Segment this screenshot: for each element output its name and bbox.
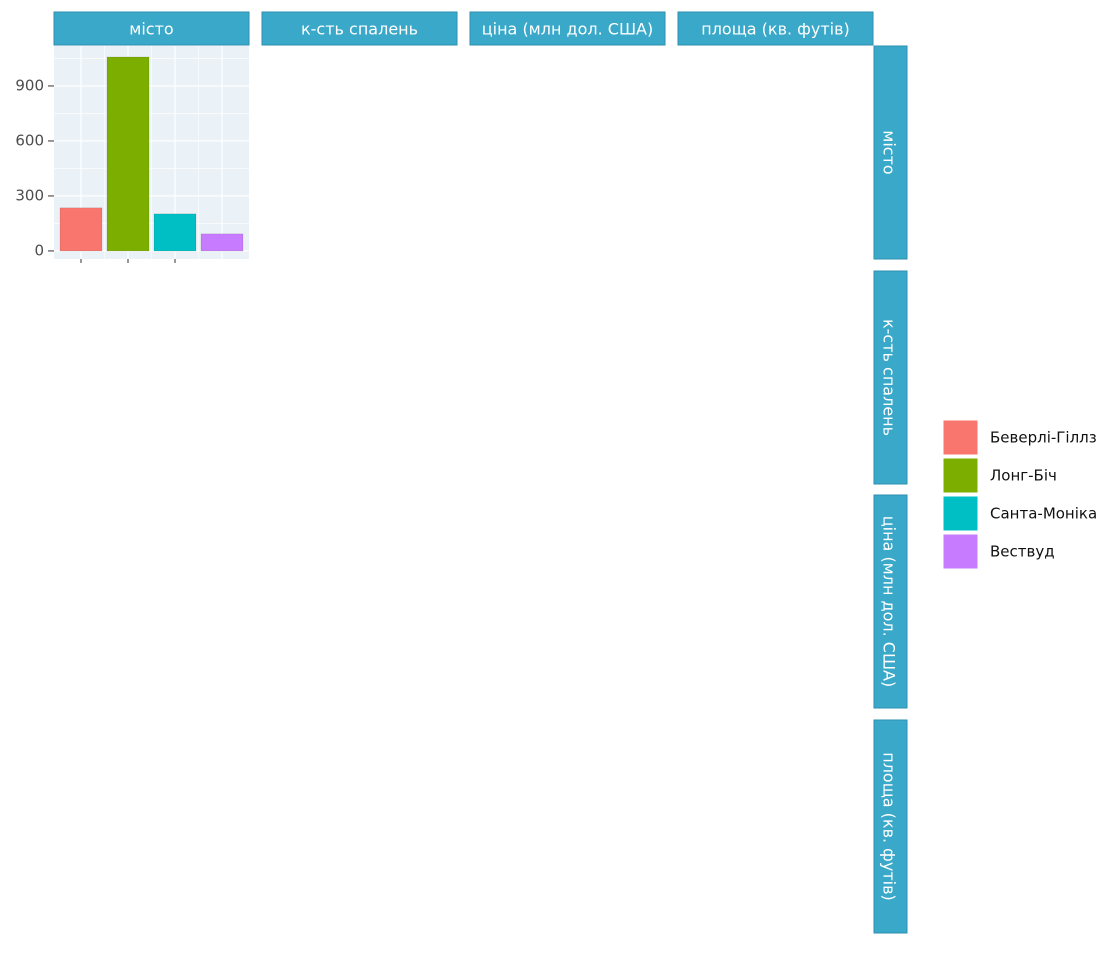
column-strip: [261, 11, 458, 46]
column-strip-label: місто: [129, 20, 173, 39]
row-strip-label: місто: [880, 130, 899, 174]
bar: [153, 213, 197, 252]
row-strip: [873, 719, 908, 934]
legend-label: Беверлі-Гіллз: [990, 429, 1097, 447]
column-strip: [469, 11, 666, 46]
column-strip: [53, 11, 250, 46]
legend-key: [942, 533, 979, 570]
column-strip-label: к-сть спалень: [301, 20, 418, 39]
y-tick-label: 600: [15, 131, 44, 149]
bar: [59, 207, 103, 252]
legend-key: [942, 419, 979, 456]
row-strip-label: к-сть спалень: [880, 319, 899, 436]
legend-key: [942, 457, 979, 494]
row-strip: [873, 45, 908, 260]
row-strip: [873, 270, 908, 485]
legend-key: [942, 495, 979, 532]
row-strip: [873, 494, 908, 709]
legend-label: Вествуд: [990, 543, 1055, 561]
column-strip: [677, 11, 874, 46]
legend-label: Санта-Моніка: [990, 505, 1097, 523]
column-strip-label: площа (кв. футів): [701, 20, 850, 39]
y-tick-label: 300: [15, 186, 44, 204]
bar: [200, 233, 244, 252]
y-tick-label: 0: [34, 241, 44, 259]
row-strip-label: площа (кв. футів): [880, 752, 899, 901]
legend-label: Лонг-Біч: [990, 467, 1057, 485]
bar: [106, 56, 150, 252]
y-tick-label: 900: [15, 76, 44, 94]
column-strip-label: ціна (млн дол. США): [482, 20, 654, 39]
row-strip-label: ціна (млн дол. США): [880, 516, 899, 688]
